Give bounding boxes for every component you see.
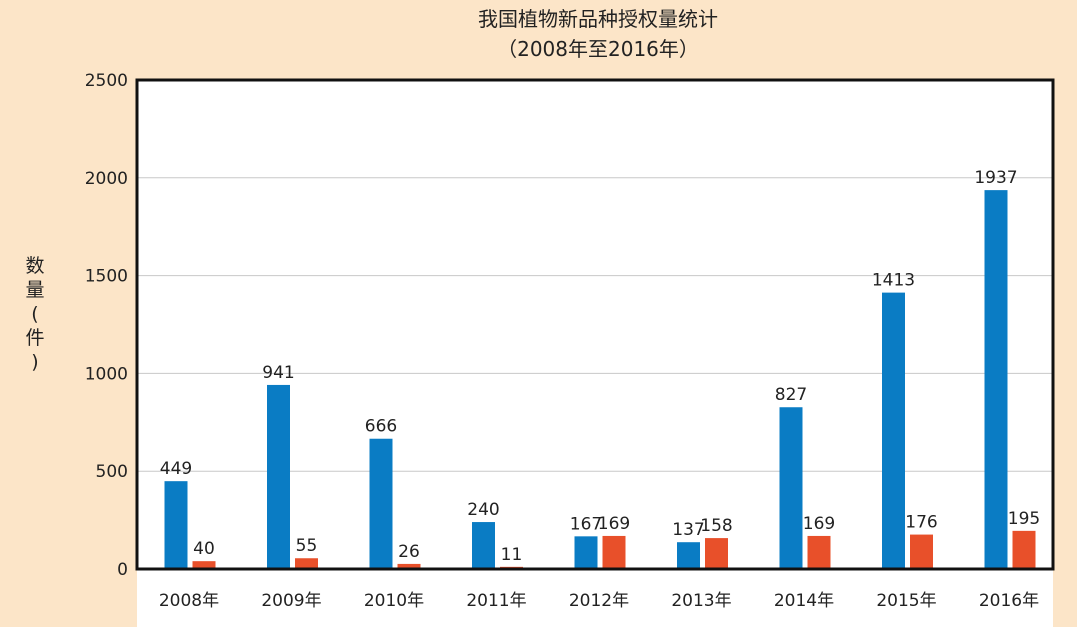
data-label: 26 (398, 542, 420, 562)
x-axis-ticks: 2008年 2009年 2010年 2011年 2012年 2013年 2014年 2015年… (159, 591, 1039, 611)
data-label: 240 (467, 500, 499, 520)
y-tick-label: 0 (117, 560, 128, 580)
bar-series2 (705, 538, 728, 569)
bar-series1 (882, 292, 905, 569)
x-tick-label: 2008年 (159, 591, 219, 611)
data-label: 827 (775, 385, 807, 405)
bar-series2 (910, 534, 933, 569)
data-label: 11 (501, 545, 523, 565)
bar-series2 (295, 558, 318, 569)
data-label: 449 (160, 459, 192, 479)
x-label-band (137, 569, 1053, 627)
x-tick-label: 2014年 (774, 591, 834, 611)
bar-series2 (1012, 530, 1036, 569)
y-tick-label: 2000 (85, 169, 128, 189)
chart-title: 我国植物新品种授权量统计 (478, 7, 718, 31)
bar-series2 (192, 561, 216, 569)
data-label: 176 (905, 513, 937, 533)
data-label: 941 (262, 363, 294, 383)
plot-frame (135, 78, 1055, 571)
bar-series1 (779, 407, 803, 569)
bar-series2 (602, 535, 626, 569)
bar-series1 (677, 542, 700, 569)
bar-series1 (369, 438, 393, 569)
x-tick-label: 2016年 (979, 591, 1039, 611)
y-tick-label: 1500 (85, 267, 128, 287)
x-tick-label: 2009年 (261, 591, 321, 611)
data-label: 1413 (872, 271, 915, 291)
y-axis-ticks: 0 500 1000 1500 2000 2500 (85, 71, 128, 580)
x-tick-label: 2010年 (364, 591, 424, 611)
bar-series1 (984, 190, 1008, 569)
bar-series2 (807, 535, 831, 569)
data-label: 158 (700, 516, 732, 536)
y-tick-label: 2500 (85, 71, 128, 91)
data-label: 40 (193, 539, 215, 559)
bar-series1 (574, 536, 598, 569)
y-tick-label: 500 (96, 462, 128, 482)
y-tick-label: 1000 (85, 364, 128, 384)
bar-series2 (397, 563, 421, 569)
x-tick-label: 2011年 (466, 591, 526, 611)
x-tick-label: 2015年 (876, 591, 936, 611)
data-label: 666 (365, 417, 397, 437)
bar-series1 (267, 384, 290, 569)
bar-series1 (164, 481, 188, 569)
data-label: 55 (296, 536, 318, 556)
data-label: 169 (803, 514, 835, 534)
data-label: 167 (570, 514, 602, 534)
chart-subtitle: （2008年至2016年） (497, 37, 699, 61)
data-label: 169 (598, 514, 630, 534)
bar-series1 (472, 522, 495, 569)
x-tick-label: 2012年 (569, 591, 629, 611)
y-axis-label: 数量(件) (25, 255, 44, 373)
data-label: 195 (1008, 509, 1040, 529)
data-label: 137 (672, 520, 704, 540)
bars (164, 190, 1036, 569)
data-label: 1937 (974, 168, 1017, 188)
x-tick-label: 2013年 (671, 591, 731, 611)
